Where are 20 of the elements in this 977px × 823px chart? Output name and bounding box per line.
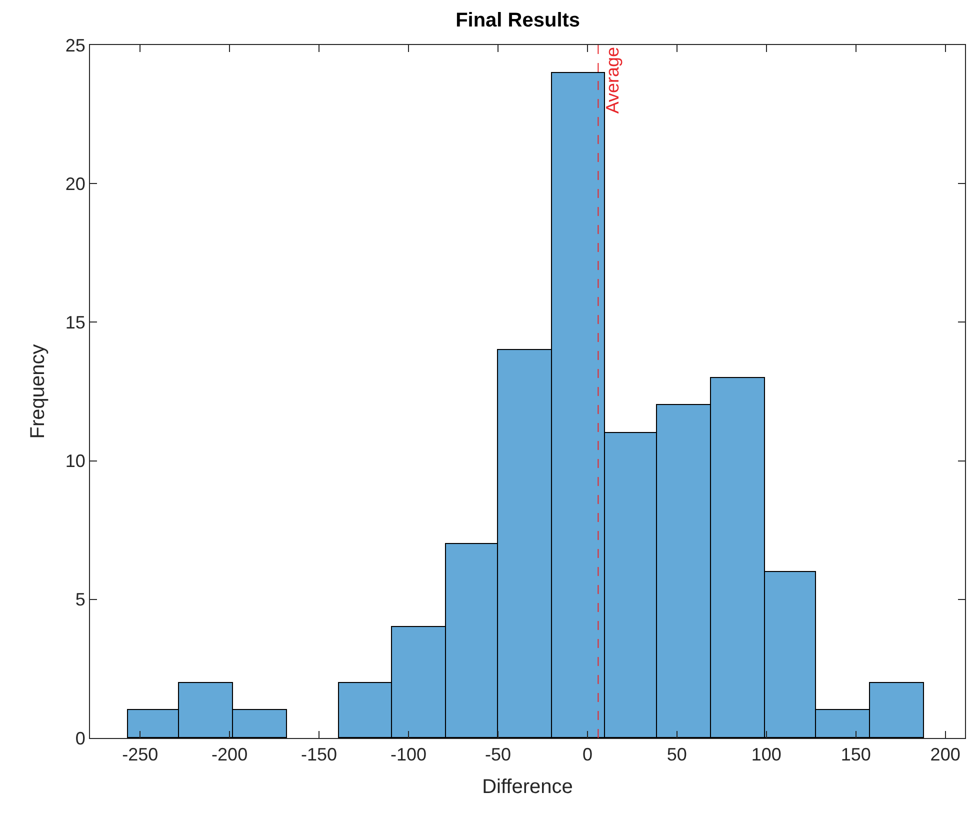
x-tick-label: -150 bbox=[301, 744, 338, 765]
x-tick-label: 150 bbox=[840, 744, 871, 765]
ref-line-label: Average bbox=[602, 46, 623, 114]
chart-title: Final Results bbox=[456, 9, 580, 32]
y-tick-label: 5 bbox=[75, 590, 86, 610]
y-tick-label: 25 bbox=[65, 35, 86, 56]
x-axis-title: Difference bbox=[482, 776, 573, 798]
x-tick-label: -50 bbox=[484, 744, 511, 765]
y-tick-label: 15 bbox=[65, 312, 86, 332]
x-tick-label: -100 bbox=[390, 744, 427, 765]
x-tick-label: -200 bbox=[212, 744, 248, 765]
y-axis-title: Frequency bbox=[26, 344, 49, 439]
x-tick-label: -250 bbox=[122, 744, 158, 765]
y-tick-label: 10 bbox=[65, 451, 86, 472]
x-tick-label: 100 bbox=[751, 744, 782, 765]
y-tick-label: 20 bbox=[65, 174, 86, 194]
x-tick-label: 200 bbox=[930, 744, 960, 765]
x-tick-label: 50 bbox=[666, 744, 687, 765]
y-tick-label: 0 bbox=[75, 728, 86, 748]
x-tick-label: 0 bbox=[582, 744, 592, 765]
